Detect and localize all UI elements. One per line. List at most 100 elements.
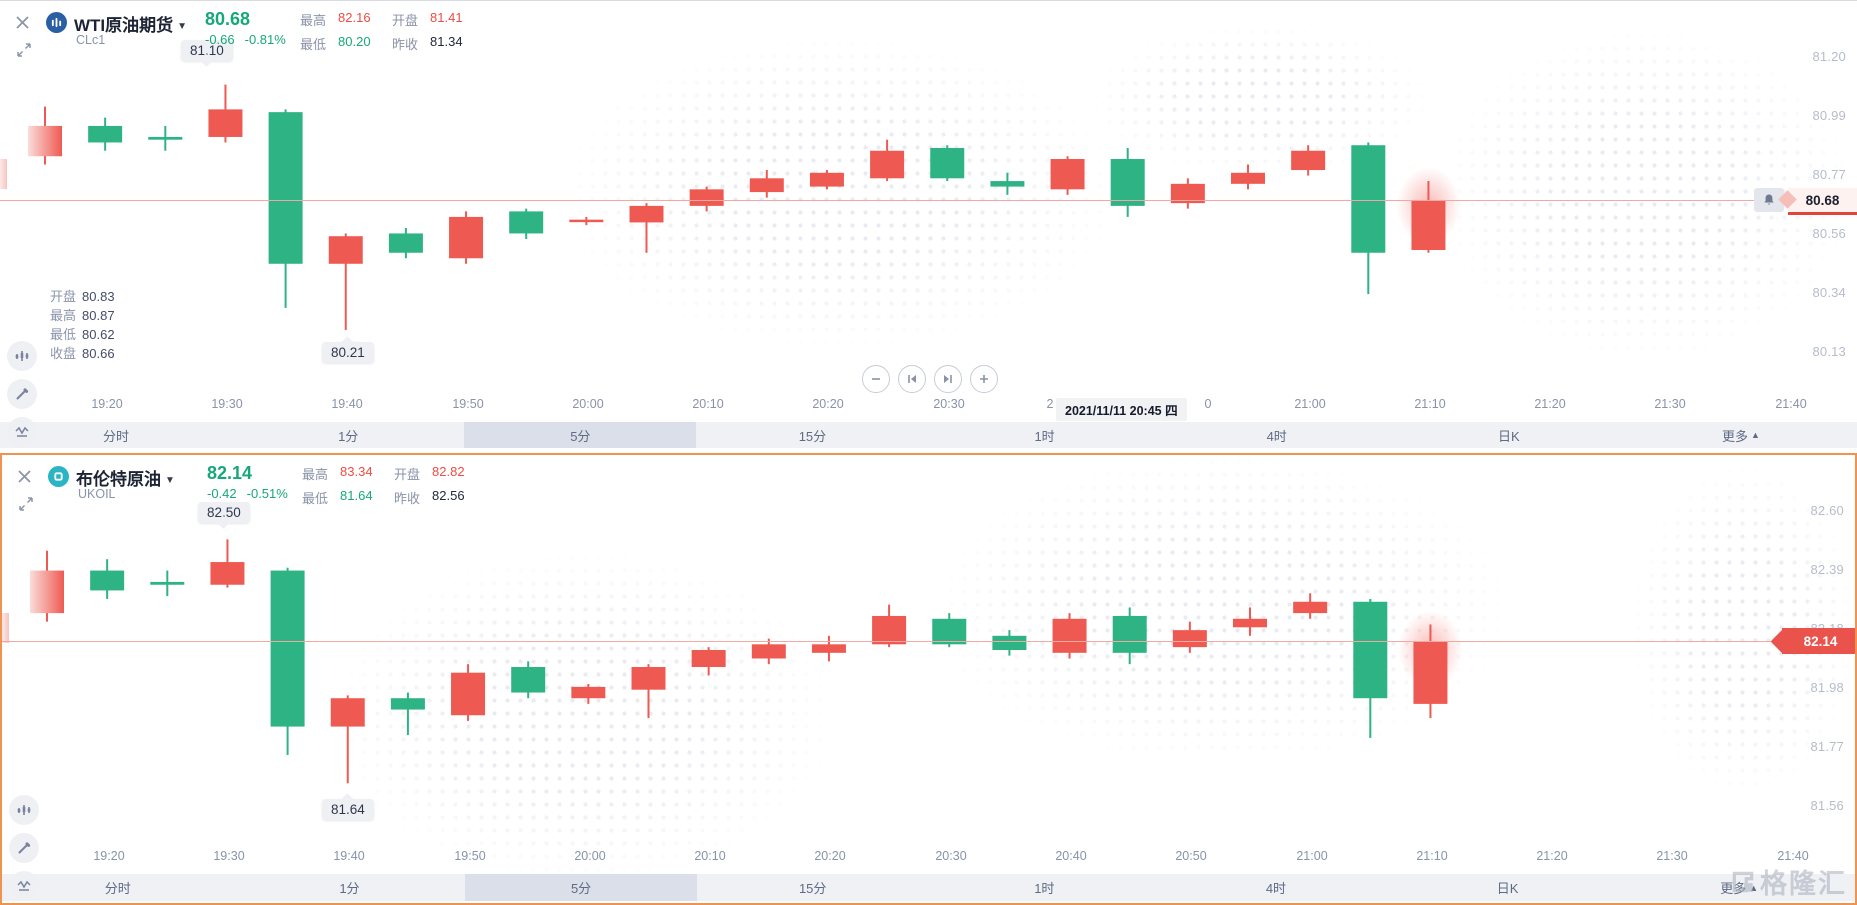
time-axis-label: 20:20 bbox=[814, 849, 846, 863]
time-axis-label: 20:50 bbox=[1175, 849, 1207, 863]
candle bbox=[390, 698, 425, 710]
map-dots-decoration bbox=[332, 551, 832, 881]
timeframe-1时[interactable]: 1时 bbox=[1034, 881, 1055, 896]
zoom-out-button[interactable] bbox=[862, 365, 890, 393]
time-axis-label: 2 bbox=[1046, 397, 1054, 411]
low-callout: 80.21 bbox=[322, 342, 374, 363]
candle bbox=[992, 635, 1027, 650]
candle bbox=[930, 147, 965, 179]
chevron-down-icon: ▼ bbox=[165, 475, 175, 486]
watermark-logo: 格隆汇 bbox=[1730, 862, 1847, 901]
price-axis-label: 80.77 bbox=[1812, 167, 1846, 182]
time-axis[interactable]: 19:20 19:30 19:40 19:50 20:00 20:10 20:20 20:30… bbox=[0, 397, 1857, 419]
last-price-tag: 82.14 bbox=[1770, 628, 1855, 655]
time-axis-label: 21:30 bbox=[1656, 849, 1688, 863]
expand-icon[interactable] bbox=[13, 39, 35, 61]
indicator-button[interactable] bbox=[9, 871, 39, 901]
candle bbox=[148, 136, 183, 140]
symbol-selector[interactable]: WTI原油期货 ▼ bbox=[74, 16, 188, 35]
timeframe-15分[interactable]: 15分 bbox=[798, 881, 827, 896]
prev-close: 82.56 bbox=[432, 488, 465, 503]
time-axis-label: 20:00 bbox=[572, 397, 604, 411]
jump-start-button[interactable] bbox=[898, 365, 926, 393]
candle bbox=[571, 686, 606, 699]
time-axis-label: 19:30 bbox=[213, 849, 245, 863]
map-dots-decoration bbox=[560, 37, 1120, 349]
symbol-selector[interactable]: 布伦特原油 ▼ bbox=[76, 470, 175, 489]
symbol-code: CLc1 bbox=[76, 33, 106, 47]
timeframe-1分[interactable]: 1分 bbox=[339, 881, 360, 896]
time-axis-label: 19:40 bbox=[331, 397, 363, 411]
timeframe-分时[interactable]: 分时 bbox=[104, 881, 131, 896]
time-axis-label: 21:40 bbox=[1777, 849, 1809, 863]
candle bbox=[751, 644, 786, 659]
candle bbox=[809, 172, 844, 187]
candle bbox=[872, 615, 907, 645]
prev-close: 81.34 bbox=[430, 34, 463, 49]
daily-stats: 最高 82.16 开盘 81.41 最低 80.20 昨收 81.34 bbox=[300, 10, 472, 53]
price-axis-label: 80.34 bbox=[1812, 285, 1846, 300]
zoom-in-button[interactable] bbox=[970, 365, 998, 393]
timeframe-4时[interactable]: 4时 bbox=[1265, 881, 1287, 896]
candle bbox=[691, 649, 726, 668]
candle bbox=[1351, 145, 1386, 253]
time-axis-label: 21:40 bbox=[1775, 397, 1807, 411]
day-low: 81.64 bbox=[340, 488, 373, 503]
candle bbox=[1231, 172, 1265, 184]
draw-tool-button[interactable] bbox=[9, 833, 39, 863]
last-price: 82.14 bbox=[207, 463, 253, 483]
gelonghui-logo-icon bbox=[1732, 871, 1754, 892]
candle bbox=[1293, 601, 1328, 614]
time-axis-label: 20:10 bbox=[692, 397, 724, 411]
timeframe-1分[interactable]: 1分 bbox=[338, 428, 359, 444]
candlestick-chart[interactable] bbox=[2, 455, 1857, 905]
day-low: 80.20 bbox=[338, 34, 371, 49]
time-axis-label: 19:30 bbox=[211, 397, 243, 411]
indicator-button[interactable] bbox=[7, 417, 37, 447]
candle bbox=[932, 618, 967, 645]
day-high: 83.34 bbox=[340, 464, 373, 479]
chevron-down-icon: ▼ bbox=[177, 21, 188, 32]
jump-end-button[interactable] bbox=[934, 365, 962, 393]
timeframe-日K[interactable]: 日K bbox=[1496, 881, 1519, 896]
day-high: 82.16 bbox=[338, 10, 371, 25]
candlestick-chart[interactable] bbox=[0, 1, 1857, 453]
time-axis-label: 20:30 bbox=[933, 397, 965, 411]
candle bbox=[388, 233, 423, 253]
timeframe-5分[interactable]: 5分 bbox=[464, 422, 697, 448]
price-axis-label: 82.60 bbox=[1810, 503, 1844, 518]
candle bbox=[88, 125, 123, 143]
price-axis-label: 80.99 bbox=[1812, 108, 1846, 123]
timeframe-日K[interactable]: 日K bbox=[1497, 428, 1520, 444]
timeframe-5分[interactable]: 5分 bbox=[465, 874, 697, 901]
draw-tool-button[interactable] bbox=[7, 379, 37, 409]
timeframe-bar: 分时 1分 5分 15分 1时 4时 日K 更多 ▲ bbox=[2, 874, 1855, 901]
chart-type-button[interactable] bbox=[9, 795, 39, 825]
chevron-up-icon: ▲ bbox=[1750, 430, 1760, 440]
candle bbox=[1291, 150, 1326, 171]
timeframe-1时[interactable]: 1时 bbox=[1034, 428, 1055, 444]
timeframe-更多[interactable]: 更多 ▲ bbox=[1721, 428, 1760, 444]
candle bbox=[270, 570, 305, 727]
clipped-candle bbox=[0, 159, 7, 189]
timeframe-分时[interactable]: 分时 bbox=[103, 428, 130, 444]
price-axis-label: 82.39 bbox=[1810, 562, 1844, 577]
time-axis-label: 19:40 bbox=[333, 849, 365, 863]
date-tooltip: 2021/11/11 20:45 四 bbox=[1056, 398, 1187, 421]
low-callout: 81.64 bbox=[322, 799, 374, 820]
close-icon[interactable] bbox=[11, 11, 33, 33]
expand-icon[interactable] bbox=[15, 493, 37, 515]
close-icon[interactable] bbox=[13, 465, 35, 487]
timeframe-4时[interactable]: 4时 bbox=[1266, 428, 1287, 444]
time-axis[interactable]: 19:20 19:30 19:40 19:50 20:00 20:10 20:20 20:30… bbox=[2, 849, 1855, 871]
last-price-line bbox=[0, 200, 1754, 202]
timeframe-15分[interactable]: 15分 bbox=[798, 428, 827, 444]
candle bbox=[1110, 159, 1145, 206]
price-change: -0.66 -0.81% bbox=[205, 32, 286, 47]
candle bbox=[629, 205, 664, 223]
price-axis-label: 81.20 bbox=[1812, 49, 1846, 64]
bell-icon[interactable] bbox=[1754, 188, 1784, 213]
candle bbox=[1112, 615, 1147, 653]
chart-type-button[interactable] bbox=[7, 341, 37, 371]
